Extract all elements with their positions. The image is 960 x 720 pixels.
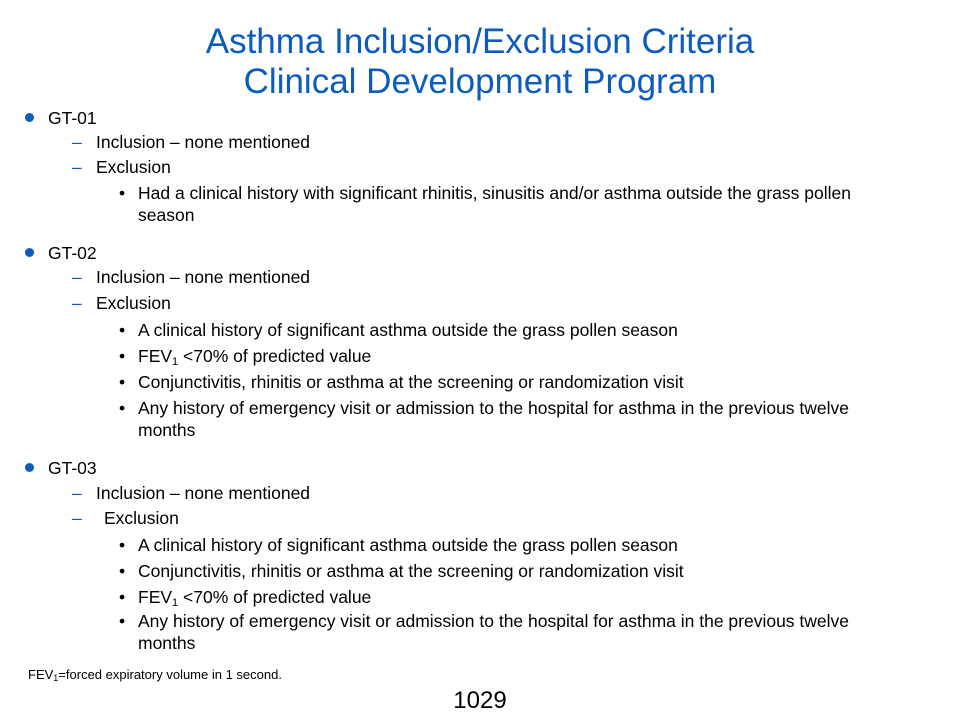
exclusion-item-text: Conjunctivitis, rhinitis or asthma at th…: [138, 372, 684, 392]
inclusion-line: – Inclusion – none mentioned: [72, 266, 311, 288]
dash-icon: –: [72, 508, 82, 528]
exclusion-item-text: Any history of emergency visit or admiss…: [138, 398, 850, 440]
exclusion-line: – Exclusion: [72, 156, 171, 178]
bullet-icon: •: [119, 183, 126, 203]
exclusion-item-text: Conjunctivitis, rhinitis or asthma at th…: [138, 561, 684, 581]
exclusion-item-text: Had a clinical history with significant …: [138, 183, 851, 225]
exclusion-line: – Exclusion: [72, 292, 171, 314]
page-number: 1029: [453, 687, 507, 714]
exclusion-item-text-post: <70% of predicted value: [178, 587, 372, 607]
exclusion-item-text-pre: FEV: [138, 346, 173, 366]
inclusion-text: Inclusion – none mentioned: [96, 132, 311, 152]
footnote: FEV1=forced expiratory volume in 1 secon…: [28, 667, 282, 683]
exclusion-item-text: A clinical history of significant asthma…: [138, 320, 678, 340]
title-line-1: Asthma Inclusion/Exclusion Criteria: [205, 22, 755, 61]
dash-icon: –: [72, 267, 82, 287]
exclusion-item-text-post: <70% of predicted value: [178, 346, 372, 366]
exclusion-item: • Conjunctivitis, rhinitis or asthma at …: [119, 560, 684, 582]
section-heading: GT-02: [25, 242, 97, 264]
exclusion-item: • FEV1 <70% of predicted value: [119, 586, 372, 609]
bullet-icon: •: [119, 398, 126, 418]
title-line-2: Clinical Development Program: [243, 62, 717, 101]
slide-title: Asthma Inclusion/Exclusion Criteria Clin…: [0, 22, 960, 102]
inclusion-text: Inclusion – none mentioned: [96, 483, 311, 503]
bullet-icon: •: [119, 587, 126, 607]
dash-icon: –: [72, 132, 82, 152]
exclusion-line: – Exclusion: [72, 507, 179, 529]
exclusion-item: • Had a clinical history with significan…: [119, 182, 888, 226]
bullet-dot-icon: [25, 113, 34, 122]
bullet-icon: •: [119, 320, 126, 340]
exclusion-item-subscript: 1: [172, 597, 179, 609]
exclusion-item-text: A clinical history of significant asthma…: [138, 535, 678, 555]
footnote-subscript: 1: [53, 673, 59, 683]
inclusion-line: – Inclusion – none mentioned: [72, 482, 311, 504]
dash-icon: –: [72, 157, 82, 177]
bullet-icon: •: [119, 561, 126, 581]
exclusion-item: • Any history of emergency visit or admi…: [119, 397, 888, 441]
bullet-icon: •: [119, 346, 126, 366]
exclusion-item-text: Any history of emergency visit or admiss…: [138, 611, 850, 653]
inclusion-line: – Inclusion – none mentioned: [72, 131, 311, 153]
bullet-icon: •: [119, 535, 126, 555]
exclusion-item: • A clinical history of significant asth…: [119, 319, 678, 341]
section-heading: GT-03: [25, 457, 97, 479]
exclusion-label: Exclusion: [104, 508, 179, 528]
exclusion-item: • Any history of emergency visit or admi…: [119, 610, 888, 654]
section-heading-text: GT-02: [48, 243, 97, 263]
bullet-icon: •: [119, 611, 126, 631]
section-heading-text: GT-03: [48, 458, 97, 478]
exclusion-item: • Conjunctivitis, rhinitis or asthma at …: [119, 371, 684, 393]
exclusion-item: • A clinical history of significant asth…: [119, 534, 678, 556]
inclusion-text: Inclusion – none mentioned: [96, 267, 311, 287]
footnote-pre: FEV: [28, 667, 54, 682]
exclusion-item: • FEV1 <70% of predicted value: [119, 345, 372, 368]
section-heading: GT-01: [25, 107, 97, 129]
footnote-post: =forced expiratory volume in 1 second.: [58, 667, 282, 682]
bullet-dot-icon: [25, 463, 34, 472]
exclusion-item-subscript: 1: [172, 356, 179, 368]
section-heading-text: GT-01: [48, 108, 97, 128]
exclusion-label: Exclusion: [96, 157, 171, 177]
bullet-dot-icon: [25, 248, 34, 257]
dash-icon: –: [72, 293, 82, 313]
exclusion-label: Exclusion: [96, 293, 171, 313]
bullet-icon: •: [119, 372, 126, 392]
exclusion-item-text-pre: FEV: [138, 587, 173, 607]
dash-icon: –: [72, 483, 82, 503]
